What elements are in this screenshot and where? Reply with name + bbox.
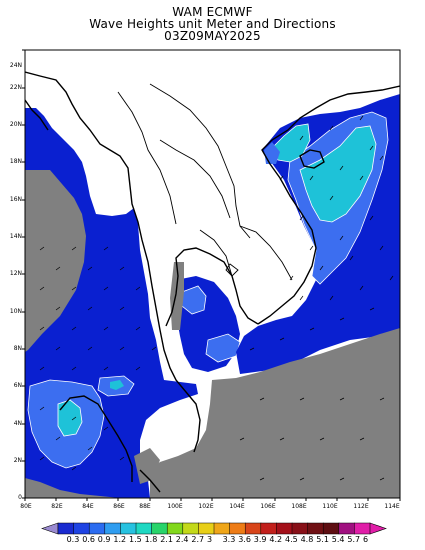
colorbar-label: 5.7 (347, 535, 361, 544)
x-tick-label: 104E (229, 503, 245, 510)
y-tick-label: 10N (9, 308, 22, 315)
colorbar-swatch (57, 522, 75, 535)
colorbar-label: 1.2 (113, 535, 127, 544)
colorbar-label: 5.1 (316, 535, 329, 544)
x-tick-label: 112E (353, 503, 369, 510)
sea-malacca-high (110, 380, 124, 390)
y-tick-label: 2N (13, 457, 22, 464)
map-subtitle: Wave Heights unit Meter and Directions (89, 17, 336, 31)
axis-ticks (22, 49, 401, 501)
colorbar-label: 3 (207, 535, 213, 544)
coastlines (25, 71, 400, 493)
colorbar-swatch (307, 522, 324, 535)
colorbar-swatch (182, 522, 199, 535)
colorbar-label: 5.4 (331, 535, 345, 544)
colorbar-swatch (104, 522, 121, 535)
colorbar-swatch (73, 522, 90, 535)
y-tick-label: 16N (9, 196, 22, 203)
x-tick-label: 82E (51, 503, 63, 510)
y-tick-label: 12N (9, 270, 22, 277)
colorbar-swatch (198, 522, 215, 535)
colorbar-swatch (291, 522, 309, 535)
x-tick-label: 114E (384, 503, 400, 510)
x-tick-label: 80E (20, 503, 32, 510)
colorbar-label: 2.7 (191, 535, 205, 544)
x-tick-label: 106E (260, 503, 276, 510)
x-tick-label: 100E (167, 503, 183, 510)
colorbar-swatch (151, 522, 168, 535)
colorbar-swatch (354, 522, 371, 535)
colorbar-swatch (166, 522, 184, 535)
colorbar-label: 4.8 (300, 535, 314, 544)
colorbar-label: 0.9 (97, 535, 111, 544)
colorbar-label: 4.2 (269, 535, 283, 544)
colorbar-label: 3.9 (253, 535, 267, 544)
missing-gulf (170, 262, 184, 330)
missing-southwest (25, 478, 120, 498)
map-title: WAM ECMWF (172, 5, 253, 19)
colorbar-label: 3.3 (222, 535, 236, 544)
y-tick-label: 0 (18, 494, 22, 501)
colorbar-high-arrow (369, 522, 387, 535)
colorbar-swatch (322, 522, 340, 535)
sea-tonkin-mid (264, 142, 280, 164)
sea-andaman-high (57, 399, 83, 437)
colorbar-swatch (229, 522, 246, 535)
direction-arrows (39, 115, 394, 481)
colorbar-label: 2.1 (160, 535, 173, 544)
colorbar-swatch (338, 522, 355, 535)
colorbar-swatch (120, 522, 137, 535)
map-timestamp: 03Z09MAY2025 (164, 29, 261, 43)
colorbar-swatch (260, 522, 277, 535)
y-tick-label: 18N (9, 158, 22, 165)
colorbar-swatch (135, 522, 153, 535)
colorbar-label: 6 (363, 535, 369, 544)
colorbar-label: 2.4 (175, 535, 189, 544)
sea-gulf-mid2 (205, 333, 241, 363)
x-tick-label: 88E (139, 503, 151, 510)
y-tick-label: 6N (13, 382, 22, 389)
colorbar-swatch (276, 522, 293, 535)
y-tick-label: 14N (9, 233, 22, 240)
colorbar-label: 0.3 (66, 535, 80, 544)
y-tick-label: 4N (13, 420, 22, 427)
colorbar-label: 4.5 (285, 535, 298, 544)
y-tick-label: 22N (9, 84, 22, 91)
x-tick-label: 102E (198, 503, 214, 510)
colorbar-label: 1.5 (129, 535, 142, 544)
x-tick-label: 108E (291, 503, 307, 510)
colorbar-label: 3.6 (238, 535, 251, 544)
x-tick-label: 110E (322, 503, 338, 510)
colorbar-label: 1.8 (144, 535, 158, 544)
sea-scs-high (299, 125, 377, 223)
y-tick-label: 24N (9, 62, 22, 69)
missing-west (25, 170, 86, 352)
colorbar-low-arrow (41, 522, 59, 535)
sea-tonkin-high (271, 123, 311, 163)
missing-south (150, 328, 400, 498)
colorbar-label: 0.6 (82, 535, 95, 544)
y-tick-label: 20N (9, 121, 22, 128)
missing-sumatra (134, 448, 160, 484)
borders (117, 83, 293, 281)
colorbar-swatch (244, 522, 262, 535)
colorbar-swatch (88, 522, 106, 535)
x-tick-label: 86E (113, 503, 125, 510)
colorbar-swatch (213, 522, 231, 535)
y-tick-label: 8N (13, 345, 22, 352)
x-tick-label: 84E (82, 503, 94, 510)
